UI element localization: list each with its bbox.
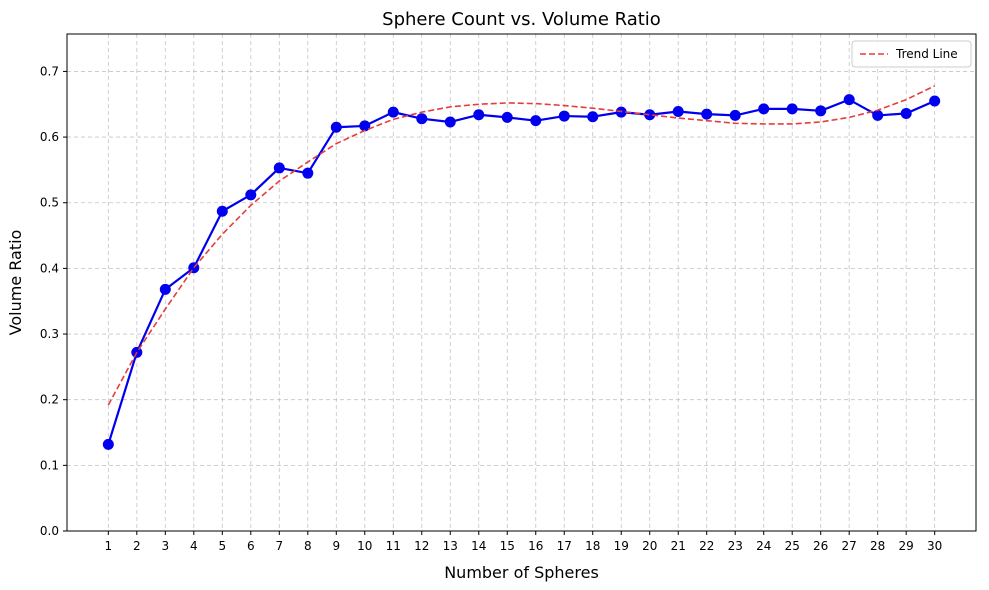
data-point <box>273 162 285 174</box>
x-tick-label: 27 <box>842 539 857 553</box>
legend-box <box>851 40 972 68</box>
x-tick-label: 2 <box>133 539 141 553</box>
data-point <box>558 110 570 122</box>
series-layer <box>102 85 941 450</box>
x-tick-label: 12 <box>414 539 429 553</box>
data-point <box>900 107 912 119</box>
x-tick-label: 7 <box>275 539 283 553</box>
y-axis-label: Volume Ratio <box>6 230 25 336</box>
y-tick-label: 0.3 <box>40 327 59 341</box>
x-tick-label: 14 <box>471 539 486 553</box>
x-axis-label: Number of Spheres <box>444 563 599 582</box>
x-tick-label: 3 <box>161 539 169 553</box>
x-tick-label: 23 <box>728 539 743 553</box>
data-point <box>159 283 171 295</box>
x-tick-label: 25 <box>785 539 800 553</box>
plot-frame <box>66 33 977 532</box>
x-tick-label: 30 <box>927 539 942 553</box>
x-tick-label: 15 <box>500 539 515 553</box>
x-tick-label: 19 <box>614 539 629 553</box>
data-point <box>387 106 399 118</box>
data-point <box>501 111 513 123</box>
data-point <box>330 121 342 133</box>
y-tick-label: 0.1 <box>40 458 59 472</box>
legend: Trend Line <box>851 40 972 68</box>
y-tick-label: 0.0 <box>40 524 59 538</box>
legend-label-trend-line: Trend Line <box>895 47 958 61</box>
x-tick-label: 16 <box>528 539 543 553</box>
y-tick-label: 0.6 <box>40 130 59 144</box>
data-point <box>587 111 599 123</box>
y-tick-label: 0.7 <box>40 64 59 78</box>
y-tick-label: 0.4 <box>40 261 59 275</box>
data-point <box>786 103 798 115</box>
data-point <box>644 109 656 121</box>
data-point <box>929 95 941 107</box>
x-tick-label: 22 <box>699 539 714 553</box>
data-point <box>815 105 827 117</box>
data-point <box>843 94 855 106</box>
x-tick-label: 1 <box>104 539 112 553</box>
x-tick-label: 10 <box>357 539 372 553</box>
x-tick-label: 13 <box>443 539 458 553</box>
data-point <box>302 167 314 179</box>
x-tick-label: 26 <box>813 539 828 553</box>
data-point <box>729 109 741 121</box>
x-tick-label: 24 <box>756 539 771 553</box>
x-tick-label: 20 <box>642 539 657 553</box>
x-tick-label: 11 <box>386 539 401 553</box>
data-point <box>245 189 257 201</box>
data-point <box>758 103 770 115</box>
x-tick-label: 17 <box>557 539 572 553</box>
data-point <box>672 105 684 117</box>
x-tick-label: 28 <box>870 539 885 553</box>
x-tick-label: 29 <box>899 539 914 553</box>
data-point <box>416 113 428 125</box>
data-point <box>473 109 485 121</box>
data-point <box>359 120 371 132</box>
x-tick-label: 4 <box>190 539 198 553</box>
data-point <box>444 116 456 128</box>
x-tick-label: 6 <box>247 539 255 553</box>
x-tick-label: 21 <box>671 539 686 553</box>
series-line-trend-line <box>107 85 936 406</box>
data-point <box>701 108 713 120</box>
x-tick-label: 8 <box>304 539 312 553</box>
data-point <box>102 438 114 450</box>
y-tick-label: 0.2 <box>40 393 59 407</box>
x-tick-label: 5 <box>218 539 226 553</box>
data-point <box>530 115 542 127</box>
data-point <box>216 205 228 217</box>
chart-title: Sphere Count vs. Volume Ratio <box>382 9 661 30</box>
data-point <box>872 109 884 121</box>
x-tick-label: 18 <box>585 539 600 553</box>
x-tick-label: 9 <box>332 539 340 553</box>
y-tick-label: 0.5 <box>40 196 59 210</box>
ticks: 1 2 3 4 5 6 7 8 9 10 11 12 13 14 15 16 17 18 19 20 21 22 23 24 2… <box>40 64 942 553</box>
